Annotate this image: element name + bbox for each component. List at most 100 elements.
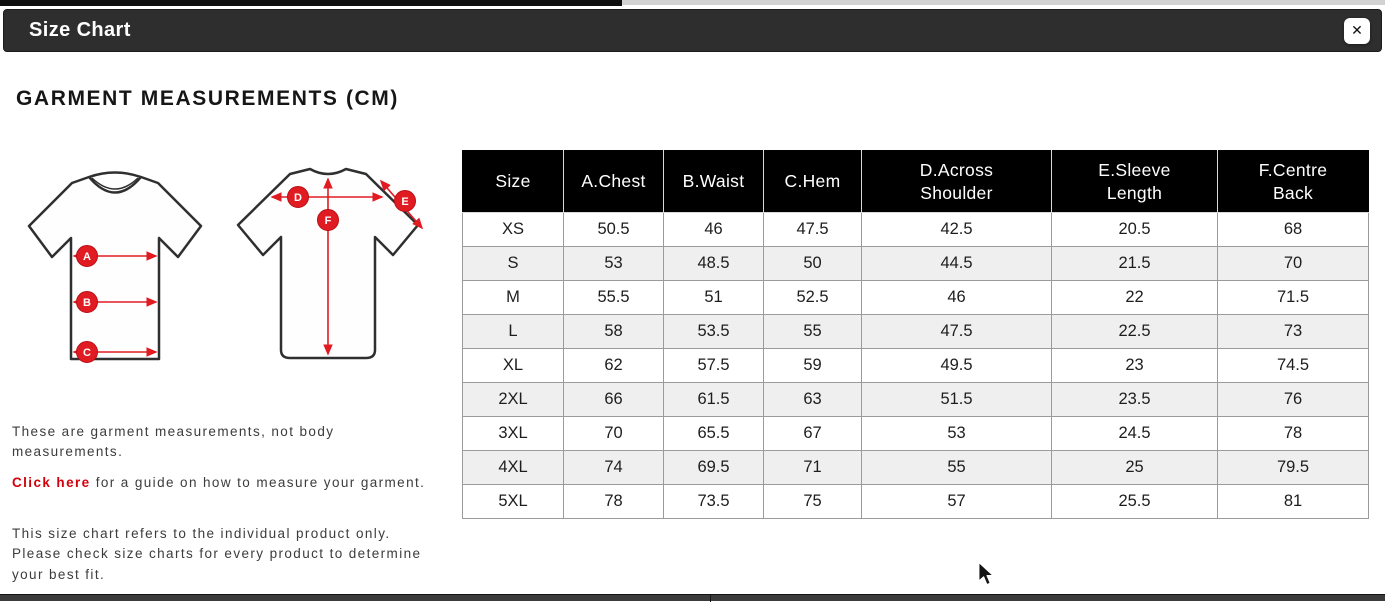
- measurement-cell: 67: [763, 416, 862, 451]
- measurement-cell: 53: [861, 416, 1052, 451]
- measurement-cell: 47.5: [763, 212, 862, 247]
- badge-c: C: [76, 341, 98, 363]
- measurement-cell: 55: [861, 450, 1052, 485]
- measurement-cell: 71: [763, 450, 862, 485]
- modal-header: Size Chart ✕: [3, 9, 1382, 52]
- size-cell: 4XL: [462, 450, 564, 485]
- size-cell: 3XL: [462, 416, 564, 451]
- measurement-cell: 81: [1217, 484, 1369, 519]
- measurement-cell: 59: [763, 348, 862, 383]
- mouse-cursor-icon: [978, 561, 995, 586]
- size-cell: M: [462, 280, 564, 315]
- column-header: E.Sleeve Length: [1051, 150, 1218, 213]
- measurement-cell: 25: [1051, 450, 1218, 485]
- note-measure-guide-rest: for a guide on how to measure your garme…: [90, 475, 426, 490]
- measurement-cell: 20.5: [1051, 212, 1218, 247]
- measurement-cell: 57.5: [663, 348, 764, 383]
- measurement-cell: 65.5: [663, 416, 764, 451]
- column-header: D.Across Shoulder: [861, 150, 1052, 213]
- measurement-cell: 52.5: [763, 280, 862, 315]
- column-header: Size: [462, 150, 564, 213]
- size-cell: 2XL: [462, 382, 564, 417]
- measurement-cell: 73.5: [663, 484, 764, 519]
- measurement-cell: 63: [763, 382, 862, 417]
- measurement-cell: 61.5: [663, 382, 764, 417]
- measurement-cell: 75: [763, 484, 862, 519]
- measurement-cell: 53.5: [663, 314, 764, 349]
- badge-b: B: [76, 291, 98, 313]
- measurement-cell: 50.5: [563, 212, 664, 247]
- svg-text:D: D: [294, 192, 302, 204]
- tshirt-front-outline: [27, 171, 203, 361]
- modal-title: Size Chart: [29, 19, 131, 41]
- table-row: 3XL 70 65.5 67 53 24.5 78: [462, 416, 1369, 451]
- measurement-cell: 58: [563, 314, 664, 349]
- page-title: GARMENT MEASUREMENTS (CM): [16, 87, 399, 110]
- measurement-cell: 74.5: [1217, 348, 1369, 383]
- measurement-cell: 55.5: [563, 280, 664, 315]
- measurement-cell: 71.5: [1217, 280, 1369, 315]
- size-cell: XS: [462, 212, 564, 247]
- measurement-cell: 23.5: [1051, 382, 1218, 417]
- measurement-cell: 51: [663, 280, 764, 315]
- size-table-body: XS 50.5 46 47.5 42.5 20.5 68 S 53 48.5 50 44.5 21.5 7…: [462, 212, 1369, 519]
- size-cell: 5XL: [462, 484, 564, 519]
- measurement-cell: 22: [1051, 280, 1218, 315]
- measurement-cell: 70: [1217, 246, 1369, 281]
- measurement-cell: 51.5: [861, 382, 1052, 417]
- tshirt-front-collar-rib: [91, 177, 139, 190]
- measurement-cell: 42.5: [861, 212, 1052, 247]
- background-light-segment: [622, 0, 1385, 5]
- table-row: S 53 48.5 50 44.5 21.5 70: [462, 246, 1369, 281]
- measurement-cell: 25.5: [1051, 484, 1218, 519]
- measurement-cell: 78: [563, 484, 664, 519]
- column-header: C.Hem: [763, 150, 862, 213]
- table-row: XS 50.5 46 47.5 42.5 20.5 68: [462, 212, 1369, 247]
- measurement-cell: 76: [1217, 382, 1369, 417]
- measurement-cell: 49.5: [861, 348, 1052, 383]
- close-icon[interactable]: ✕: [1344, 18, 1370, 44]
- note-individual-product: This size chart refers to the individual…: [12, 526, 422, 582]
- table-header-row: Size A.Chest B.Waist C.Hem D.Across Shoulder…: [462, 150, 1369, 213]
- bottom-bar-divider: [710, 595, 711, 602]
- size-cell: XL: [462, 348, 564, 383]
- size-table-head: Size A.Chest B.Waist C.Hem D.Across Shoulder…: [462, 150, 1369, 213]
- measurement-cell: 74: [563, 450, 664, 485]
- size-cell: S: [462, 246, 564, 281]
- measurement-cell: 23: [1051, 348, 1218, 383]
- measurement-cell: 44.5: [861, 246, 1052, 281]
- badge-f: F: [317, 209, 339, 231]
- table-row: M 55.5 51 52.5 46 22 71.5: [462, 280, 1369, 315]
- badge-a: A: [76, 245, 98, 267]
- measurement-cell: 53: [563, 246, 664, 281]
- background-page-bottom-edge: [0, 594, 1385, 602]
- note-measure-guide: Click here for a guide on how to measure…: [12, 473, 436, 493]
- measurement-cell: 70: [563, 416, 664, 451]
- svg-text:B: B: [83, 297, 91, 309]
- table-row: 2XL 66 61.5 63 51.5 23.5 76: [462, 382, 1369, 417]
- table-row: L 58 53.5 55 47.5 22.5 73: [462, 314, 1369, 349]
- svg-text:C: C: [83, 347, 91, 359]
- svg-text:E: E: [401, 196, 408, 208]
- tshirt-front-collar: [88, 176, 142, 194]
- tshirt-front-diagram: A B C: [27, 171, 203, 363]
- background-page-top-edge: [0, 0, 1385, 6]
- click-here-link[interactable]: Click here: [12, 475, 91, 490]
- badge-d: D: [287, 186, 309, 208]
- note-garment-measurements: These are garment measurements, not body…: [12, 424, 335, 460]
- measurement-cell: 48.5: [663, 246, 764, 281]
- size-cell: L: [462, 314, 564, 349]
- measurement-cell: 78: [1217, 416, 1369, 451]
- measurement-cell: 46: [663, 212, 764, 247]
- measurement-cell: 46: [861, 280, 1052, 315]
- column-header: B.Waist: [663, 150, 764, 213]
- column-header: A.Chest: [563, 150, 664, 213]
- measurement-cell: 69.5: [663, 450, 764, 485]
- measurement-cell: 57: [861, 484, 1052, 519]
- measurement-cell: 66: [563, 382, 664, 417]
- table-row: XL 62 57.5 59 49.5 23 74.5: [462, 348, 1369, 383]
- measurement-cell: 22.5: [1051, 314, 1218, 349]
- svg-text:A: A: [83, 251, 91, 263]
- size-chart-table: Size A.Chest B.Waist C.Hem D.Across Shoulder…: [462, 150, 1369, 519]
- measurement-cell: 73: [1217, 314, 1369, 349]
